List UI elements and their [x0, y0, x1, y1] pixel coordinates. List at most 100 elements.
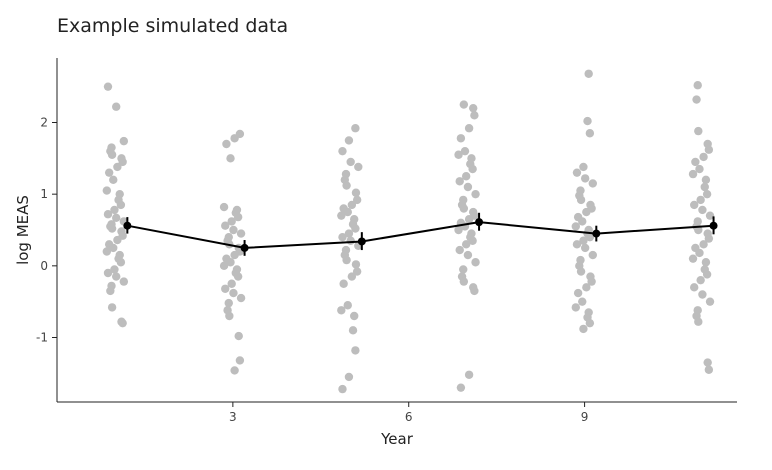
data-point	[700, 182, 709, 192]
data-point	[459, 100, 469, 109]
data-point	[103, 210, 113, 219]
x-tick-label: 6	[405, 410, 413, 424]
data-point	[107, 224, 117, 233]
data-point	[109, 243, 118, 253]
x-tick-label: 9	[581, 410, 589, 424]
data-point	[337, 306, 346, 315]
data-point	[119, 136, 129, 146]
data-point	[337, 211, 346, 220]
data-point	[461, 240, 471, 249]
data-point	[351, 224, 360, 233]
data-point	[112, 213, 121, 223]
y-axis-title: log MEAS	[14, 195, 32, 265]
y-tick-label: 2	[40, 116, 48, 130]
data-point	[455, 245, 464, 255]
data-point	[573, 288, 583, 298]
data-point	[468, 164, 477, 174]
data-point	[578, 217, 587, 226]
data-point	[225, 311, 234, 321]
data-point	[701, 258, 711, 267]
data-point	[582, 283, 591, 292]
mean-point	[123, 221, 132, 230]
data-point	[110, 265, 119, 274]
data-point	[454, 225, 463, 235]
data-point	[338, 384, 347, 394]
data-point	[230, 134, 239, 143]
data-point	[468, 236, 477, 245]
data-point	[226, 258, 235, 267]
data-point	[224, 298, 233, 308]
data-point	[227, 279, 236, 288]
data-point	[582, 207, 591, 217]
data-point	[688, 169, 698, 179]
y-tick-label: 0	[40, 259, 48, 273]
data-point	[704, 145, 714, 154]
chart-title: Example simulated data	[57, 15, 288, 37]
data-point	[226, 154, 235, 163]
data-point	[342, 181, 351, 190]
data-point	[459, 265, 468, 274]
data-point	[695, 248, 704, 258]
data-point	[233, 272, 243, 281]
data-point	[234, 331, 243, 341]
data-point	[455, 177, 464, 186]
data-point	[351, 124, 360, 133]
data-point	[464, 370, 474, 379]
mean-point	[240, 243, 249, 252]
data-point	[702, 189, 712, 199]
data-point	[236, 229, 246, 238]
data-point	[699, 152, 708, 162]
data-point	[354, 162, 363, 172]
data-point	[572, 168, 582, 177]
data-point	[588, 250, 597, 260]
data-point	[469, 103, 478, 113]
data-point	[230, 250, 239, 260]
data-point	[110, 205, 119, 215]
data-point	[339, 279, 348, 288]
data-point	[705, 211, 715, 220]
mean-point	[709, 221, 718, 230]
data-point	[690, 200, 699, 210]
data-point	[576, 195, 586, 205]
data-point	[459, 204, 469, 213]
data-point	[471, 258, 480, 267]
data-point	[690, 283, 699, 292]
mean-point	[475, 218, 484, 227]
data-point	[580, 243, 590, 253]
data-point	[460, 146, 470, 156]
data-point	[694, 126, 703, 136]
data-point	[104, 168, 114, 177]
data-point	[692, 95, 701, 104]
data-point	[112, 102, 121, 111]
x-tick-label: 3	[229, 410, 237, 424]
x-ticks: 3 6 9	[229, 402, 588, 424]
data-point	[347, 200, 357, 210]
y-tick-label: 1	[40, 187, 48, 201]
data-point	[344, 136, 354, 145]
data-point	[463, 250, 473, 260]
data-point	[470, 111, 479, 120]
data-point	[118, 318, 127, 328]
data-point	[222, 139, 231, 149]
data-point	[229, 225, 238, 235]
data-point	[107, 150, 117, 159]
data-point	[338, 146, 347, 156]
data-point	[221, 284, 230, 293]
data-point	[701, 175, 711, 185]
data-point	[571, 303, 580, 312]
data-point	[351, 260, 361, 269]
data-point	[456, 383, 466, 392]
data-point	[588, 179, 597, 188]
data-point	[106, 286, 115, 296]
data-point	[112, 272, 121, 281]
data-point	[347, 272, 357, 281]
data-point	[233, 212, 243, 222]
data-point	[107, 303, 117, 312]
data-point	[227, 217, 236, 226]
data-point	[351, 188, 361, 197]
data-point	[464, 215, 474, 224]
data-point	[344, 229, 354, 238]
data-point	[342, 255, 351, 265]
mean-point	[357, 237, 366, 246]
x-axis-title: Year	[380, 430, 414, 448]
